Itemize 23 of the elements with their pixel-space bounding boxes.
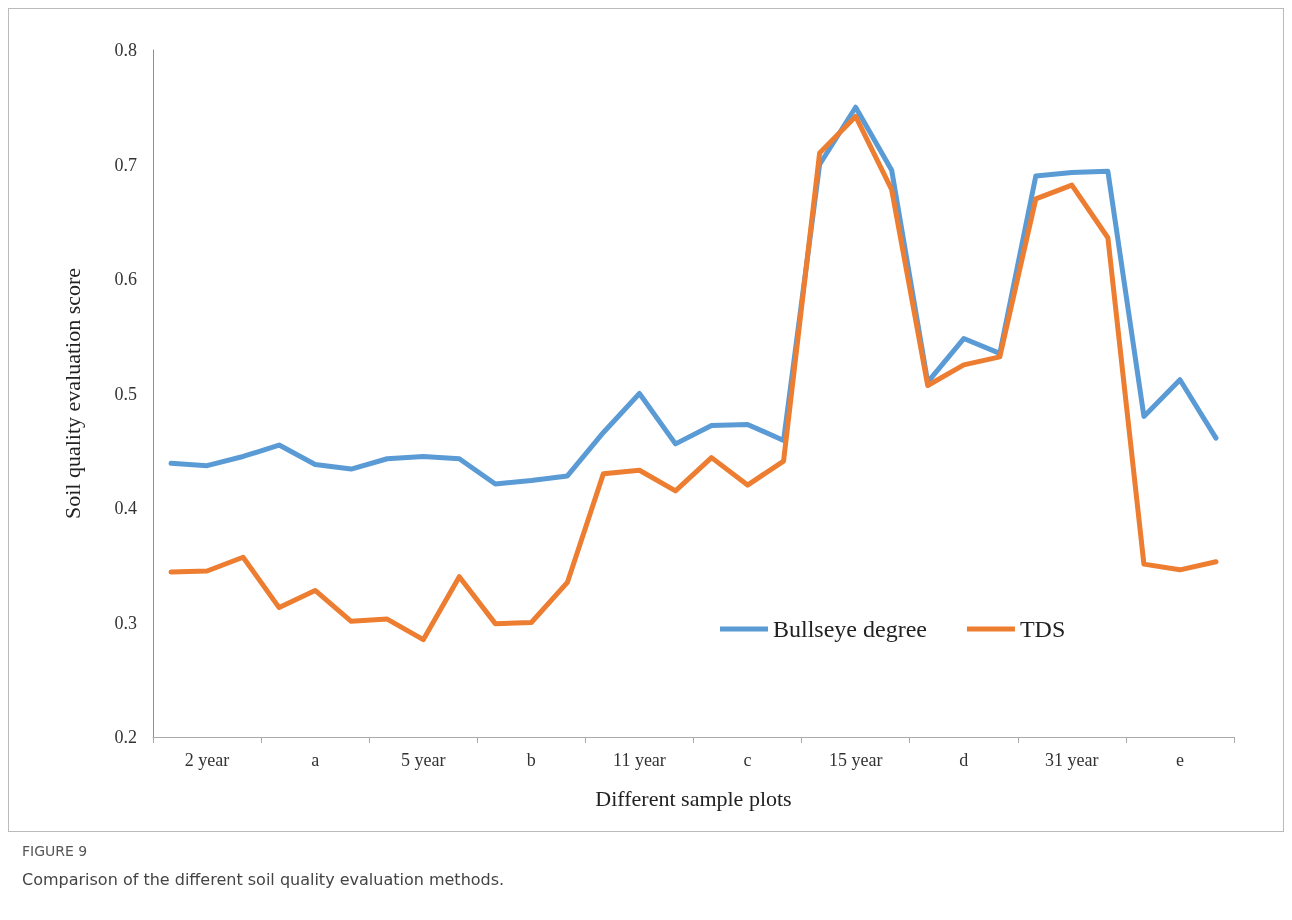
legend-label: TDS xyxy=(1019,616,1066,642)
y-tick-label: 0.6 xyxy=(114,269,137,289)
x-tick-label: d xyxy=(959,750,969,770)
x-tick-label: 31 year xyxy=(1045,750,1099,770)
y-tick-label: 0.3 xyxy=(114,612,137,633)
x-axis-title: Different sample plots xyxy=(595,785,792,811)
x-tick-label: e xyxy=(1175,750,1184,770)
x-tick-label: c xyxy=(743,750,752,770)
x-tick-label: 2 year xyxy=(184,750,230,770)
text: FIGURE 9 xyxy=(22,843,88,859)
y-tick-label: 0.7 xyxy=(114,154,137,175)
legend-label: Bullseye degree xyxy=(773,616,927,642)
y-tick-label: 0.5 xyxy=(114,383,137,404)
x-tick-label: b xyxy=(526,750,536,770)
y-tick-label: 0.4 xyxy=(114,498,137,518)
x-tick-label: 5 year xyxy=(401,750,446,770)
text: Comparison of the different soil quality evaluation methods. xyxy=(22,870,505,889)
y-tick-label: 0.8 xyxy=(114,40,137,60)
y-tick-label: 0.2 xyxy=(114,727,137,747)
x-tick-label: a xyxy=(311,750,320,770)
x-tick-label: 15 year xyxy=(828,750,883,770)
y-axis-title: Soil quality evaluation score xyxy=(59,267,85,520)
x-tick-label: 11 year xyxy=(613,750,666,770)
